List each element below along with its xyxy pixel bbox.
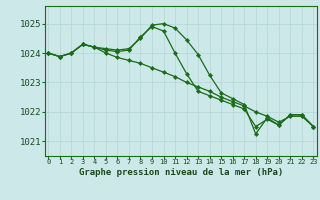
X-axis label: Graphe pression niveau de la mer (hPa): Graphe pression niveau de la mer (hPa) [79,168,283,177]
